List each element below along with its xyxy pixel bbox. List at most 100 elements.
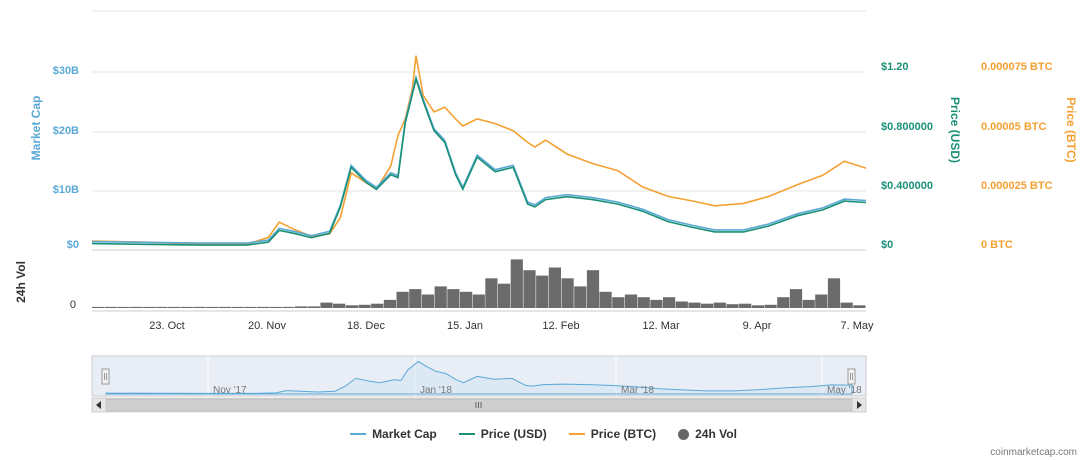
usd-tick: $0.800000 [881,121,933,133]
volume-bar [295,306,308,308]
volume-bar [180,306,193,308]
volume-bar [460,291,473,308]
legend-swatch [350,433,367,435]
volume-bar [345,305,358,308]
volume-bar [168,306,181,308]
volume-bar [612,297,625,308]
btc-tick: 0.000075 BTC [981,61,1053,73]
volume-bar [523,270,536,308]
navigator-handle-left[interactable] [101,368,110,385]
navigator-handle-right[interactable] [847,368,856,385]
volume-bar [396,291,409,308]
volume-bar [853,305,866,308]
volume-bar [320,302,333,308]
scrollbar[interactable] [91,397,867,413]
volume-bar [358,304,371,308]
navigator-tick: Nov '17 [213,385,247,396]
navigator-tick: May '18 [827,385,862,396]
volume-bar [371,303,384,308]
right-axis-btc: 0.000075 BTC 0.00005 BTC 0.000025 BTC 0 … [981,61,1078,251]
volume-bar [751,305,764,308]
legend-label: 24h Vol [695,427,737,441]
volume-bar [586,270,600,308]
volume-bar [257,306,270,308]
volume-bar [206,306,219,308]
volume-bar [485,278,498,308]
x-tick: 15. Jan [447,320,483,332]
left-axis-title: Market Cap [29,96,43,161]
left-tick: $10B [53,184,79,196]
volume-bar [815,294,828,308]
volume-bar [231,306,244,308]
series-line-market-cap [91,74,867,244]
volume-bar [713,302,726,308]
volume-bar [92,306,105,308]
navigator-line [105,360,853,395]
volume-bar [472,294,485,308]
credit-link[interactable]: coinmarketcap.com [990,447,1077,458]
left-tick: $30B [53,65,79,77]
volume-bar [142,306,155,308]
right-axis-usd: $1.20 $0.800000 $0.400000 $0 Price (USD) [881,61,962,251]
volume-bar [574,286,587,308]
usd-axis-title: Price (USD) [948,97,962,163]
volume-bar [218,306,232,308]
usd-tick: $1.20 [881,61,909,73]
x-tick: 20. Nov [248,320,286,332]
volume-bar [764,304,777,308]
volume-axis-title: 24h Vol [14,261,28,303]
volume-bar [383,299,396,308]
volume-bar [688,302,701,308]
scroll-left-arrow[interactable] [91,397,107,413]
btc-axis-title: Price (BTC) [1064,97,1078,162]
x-tick: 12. Mar [642,320,680,332]
volume-bar [421,294,435,308]
usd-tick: $0.400000 [881,180,933,192]
left-axis: $30B $20B $10B $0 Market Cap 24h Vol 0 [14,65,79,311]
x-tick: 18. Dec [347,320,385,332]
volume-bar [840,302,853,308]
volume-bar [624,294,638,308]
volume-bar [447,289,460,308]
gridlines [92,10,866,312]
legend-item-24h-vol[interactable]: 24h Vol [678,427,737,441]
navigator[interactable]: Nov '17 Jan '18 Mar '18 May '18 [91,355,867,397]
volume-bar [599,291,612,308]
volume-bar [701,303,714,308]
volume-bar [561,278,574,308]
volume-bar [827,278,841,308]
volume-bar [739,303,752,308]
x-tick: 12. Feb [542,320,579,332]
volume-bar [104,306,117,308]
left-tick: $20B [53,125,79,137]
x-axis: 23. Oct 20. Nov 18. Dec 15. Jan 12. Feb … [149,320,874,332]
volume-bar [510,259,523,308]
volume-tick: 0 [70,299,76,311]
navigator-tick: Mar '18 [621,385,654,396]
legend-label: Price (BTC) [590,427,657,441]
volume-bars [92,259,866,308]
volume-bar [282,306,295,308]
volume-bar [193,306,206,308]
volume-bar [155,306,168,308]
legend-item-price-btc[interactable]: Price (BTC) [568,427,657,441]
legend-swatch [678,428,690,440]
volume-bar [117,306,130,308]
legend-item-market-cap[interactable]: Market Cap [350,427,437,441]
btc-tick: 0 BTC [981,239,1013,251]
legend-item-price-usd[interactable]: Price (USD) [458,427,547,441]
x-tick: 7. May [840,320,874,332]
volume-bar [777,297,790,308]
volume-bar [726,304,739,308]
navigator-tick: Jan '18 [420,385,452,396]
legend-swatch [458,433,475,435]
volume-bar [637,297,650,308]
volume-bar [650,299,663,308]
volume-bar [498,283,511,308]
scroll-right-arrow[interactable] [851,397,867,413]
usd-tick: $0 [881,239,893,251]
series-line-price-btc [91,55,867,245]
volume-bar [675,301,688,308]
volume-bar [307,306,320,308]
